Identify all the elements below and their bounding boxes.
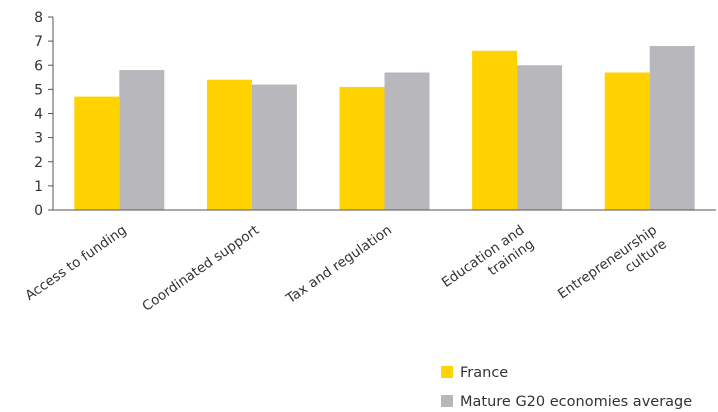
bar-mature-g20-economies-average-3	[517, 65, 563, 210]
bars	[74, 45, 695, 211]
y-tick-label: 2	[34, 155, 43, 171]
x-category-label-line: Tax and regulation	[283, 222, 395, 307]
bar-mature-g20-economies-average-2	[384, 72, 430, 210]
legend-label: Mature G20 economies average	[460, 394, 692, 410]
y-tick-label: 8	[34, 10, 43, 26]
bar-france-2	[339, 86, 385, 210]
x-axis-labels: Access to funding Coordinated support Tax …	[22, 222, 670, 316]
x-category-label: Coordinated support	[139, 222, 262, 315]
x-category-label: Education andtraining	[439, 222, 537, 305]
y-tick-label: 4	[34, 107, 43, 123]
y-tick-label: 6	[34, 58, 43, 74]
bar-france-1	[206, 79, 252, 210]
x-category-label: Tax and regulation	[283, 222, 395, 307]
x-category-label: Entrepreneurshipculture	[555, 222, 670, 316]
y-tick-label: 1	[34, 179, 43, 195]
x-category-label: Access to funding	[22, 222, 129, 304]
bar-france-3	[472, 50, 518, 211]
y-tick-label: 0	[34, 203, 43, 219]
x-category-label-line: Access to funding	[22, 222, 129, 304]
y-tick-label: 3	[34, 131, 43, 147]
x-category-label-line: Coordinated support	[139, 222, 262, 315]
bar-mature-g20-economies-average-0	[119, 70, 165, 210]
y-tick-label: 5	[34, 82, 43, 98]
bar-mature-g20-economies-average-1	[251, 84, 297, 210]
y-axis-ticks: 0 1 2 3 4 5 6 7 8	[34, 10, 53, 219]
bar-mature-g20-economies-average-4	[649, 45, 695, 211]
legend: France Mature G20 economies average	[441, 365, 692, 410]
legend-swatch	[441, 395, 453, 407]
bar-france-4	[604, 72, 650, 210]
legend-swatch	[441, 366, 453, 378]
y-tick-label: 7	[34, 34, 43, 50]
bar-france-0	[74, 96, 120, 210]
legend-label: France	[460, 365, 508, 381]
